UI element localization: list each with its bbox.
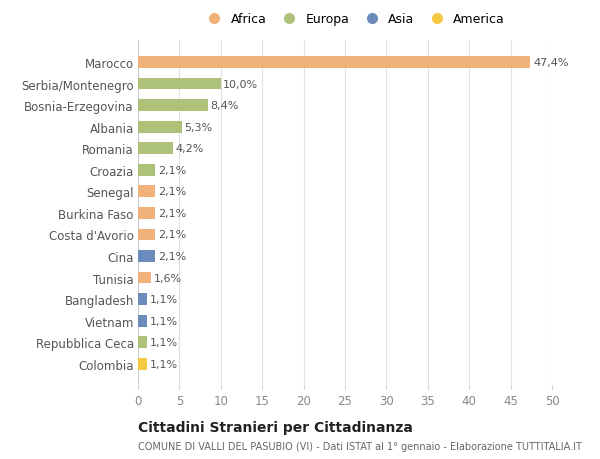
Text: 2,1%: 2,1% (158, 208, 186, 218)
Text: 1,6%: 1,6% (154, 273, 182, 283)
Bar (138, 315, 147, 327)
Text: 47,4%: 47,4% (533, 58, 568, 68)
Bar (138, 100, 208, 112)
Text: 1,1%: 1,1% (149, 359, 178, 369)
Text: 2,1%: 2,1% (158, 230, 186, 240)
Text: 10,0%: 10,0% (223, 79, 259, 90)
Bar (138, 358, 147, 370)
Text: 4,2%: 4,2% (175, 144, 203, 154)
Bar (138, 78, 221, 90)
Text: 1,1%: 1,1% (149, 295, 178, 304)
Bar (138, 186, 155, 198)
Text: 8,4%: 8,4% (210, 101, 238, 111)
Bar (138, 207, 155, 219)
Text: Cittadini Stranieri per Cittadinanza: Cittadini Stranieri per Cittadinanza (138, 420, 413, 434)
Legend: Africa, Europa, Asia, America: Africa, Europa, Asia, America (202, 13, 505, 26)
Text: 5,3%: 5,3% (184, 123, 212, 132)
Bar (138, 272, 151, 284)
Bar (138, 164, 155, 176)
Text: COMUNE DI VALLI DEL PASUBIO (VI) - Dati ISTAT al 1° gennaio - Elaborazione TUTTI: COMUNE DI VALLI DEL PASUBIO (VI) - Dati … (138, 441, 582, 451)
Bar (138, 143, 173, 155)
Text: 2,1%: 2,1% (158, 165, 186, 175)
Text: 2,1%: 2,1% (158, 252, 186, 262)
Bar (138, 251, 155, 263)
Bar (138, 229, 155, 241)
Bar (138, 57, 530, 69)
Bar (138, 294, 147, 305)
Text: 2,1%: 2,1% (158, 187, 186, 197)
Text: 1,1%: 1,1% (149, 316, 178, 326)
Bar (138, 122, 182, 133)
Text: 1,1%: 1,1% (149, 337, 178, 347)
Bar (138, 336, 147, 348)
